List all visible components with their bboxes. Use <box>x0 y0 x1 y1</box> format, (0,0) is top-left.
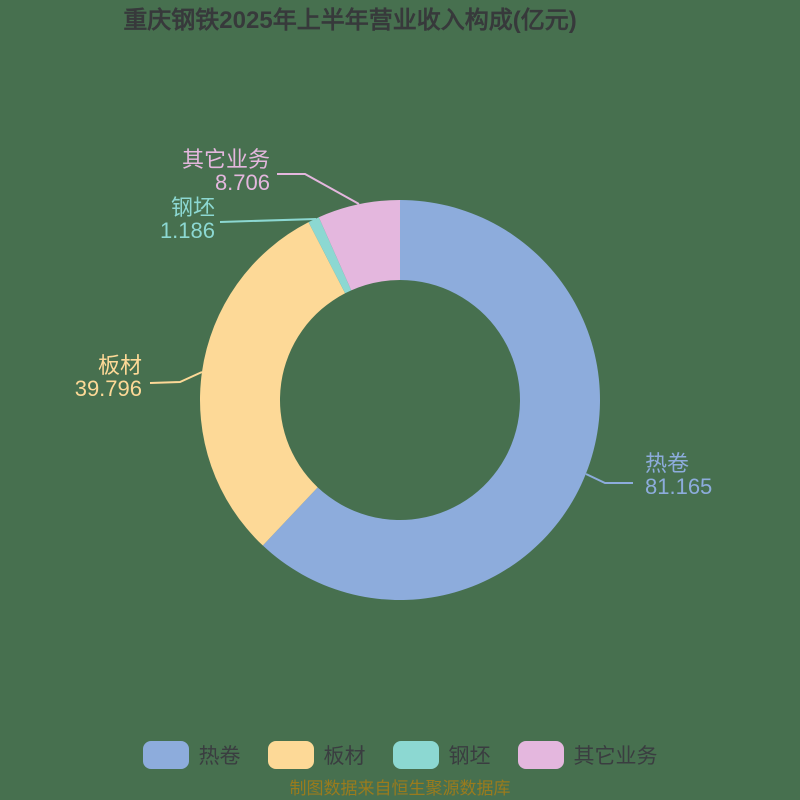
leader-line-other-business <box>277 173 360 205</box>
slice-label-name: 热卷 <box>645 451 690 476</box>
legend-swatch-hot-coil <box>142 741 189 769</box>
slice-label-name: 钢坯 <box>170 195 215 220</box>
slice-label-name: 其它业务 <box>181 147 270 172</box>
legend-label: 热卷 <box>198 745 241 768</box>
slice-label-value: 81.165 <box>645 474 713 499</box>
slice-label-name: 板材 <box>97 353 142 378</box>
legend: 热卷 板材 钢坯 其它业务 <box>0 740 800 770</box>
legend-swatch-other-business <box>517 741 564 769</box>
legend-label: 板材 <box>323 745 366 768</box>
leader-line-plate <box>149 371 203 384</box>
pie-slice-plate[interactable] <box>199 222 346 546</box>
legend-item-steel-billet[interactable]: 钢坯 <box>392 740 491 770</box>
slice-label-value: 8.706 <box>214 170 270 195</box>
pie-slice-other-business[interactable] <box>318 200 400 291</box>
pie-slice-steel-billet[interactable] <box>308 217 352 294</box>
leader-line-steel-billet <box>219 218 317 223</box>
data-source-note: 制图数据来自恒生聚源数据库 <box>289 779 511 798</box>
legend-label: 其它业务 <box>573 745 658 768</box>
leader-line-hot-coil <box>585 473 633 484</box>
slice-label-value: 1.186 <box>159 218 215 243</box>
legend-label: 钢坯 <box>448 745 491 768</box>
chart-title: 重庆钢铁2025年上半年营业收入构成(亿元) <box>123 7 577 34</box>
legend-item-other-business[interactable]: 其它业务 <box>517 740 658 770</box>
legend-item-hot-coil[interactable]: 热卷 <box>142 740 241 770</box>
legend-item-plate[interactable]: 板材 <box>267 740 366 770</box>
pie-slice-hot-coil[interactable] <box>262 200 600 600</box>
slice-label-plate: 板材 39.796 <box>75 354 142 400</box>
legend-swatch-steel-billet <box>392 741 439 769</box>
slice-label-steel-billet: 钢坯 1.186 <box>160 196 215 242</box>
slice-label-other-business: 其它业务 8.706 <box>182 148 270 194</box>
slice-label-value: 39.796 <box>74 376 142 401</box>
slice-label-hot-coil: 热卷 81.165 <box>645 452 712 498</box>
legend-swatch-plate <box>267 741 314 769</box>
